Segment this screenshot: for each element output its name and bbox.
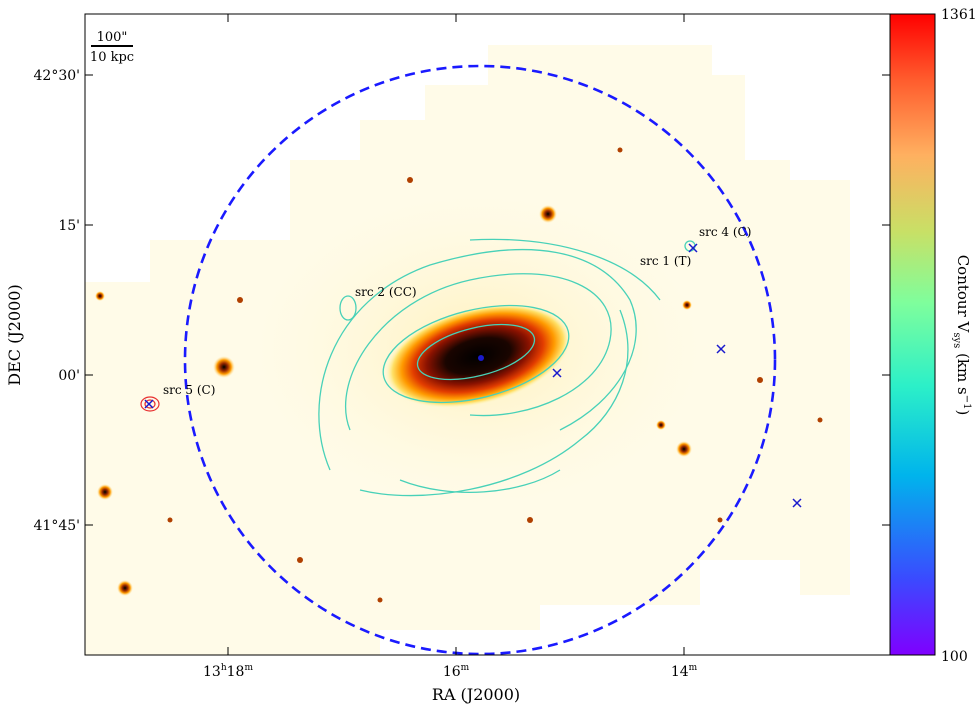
x-tick-label-2: 16m (443, 663, 470, 680)
y-ticks (85, 74, 890, 526)
x-tick-label-1: 13h18m (203, 663, 253, 680)
hi-contours (318, 238, 696, 497)
x-tick-label-3: 14m (671, 663, 698, 680)
source-markers (144, 243, 802, 508)
y-tick-label-1: 42°30' (34, 68, 80, 84)
src5-label: src 5 (C) (163, 383, 215, 397)
src2-label: src 2 (CC) (355, 285, 417, 299)
foreground-stars (95, 147, 823, 603)
y-axis-label: DEC (J2000) (5, 284, 24, 385)
src4-label: src 4 (C) (699, 225, 751, 239)
y-tick-label-2: 15' (58, 218, 80, 234)
y-tick-label-4: 41°45' (34, 518, 80, 534)
src1-label: src 1 (T) (640, 254, 691, 268)
image-panel: src 1 (T) src 2 (CC) src 4 (C) src 5 (C)… (85, 14, 890, 655)
x-ticks (227, 14, 685, 655)
y-tick-label-3: 00' (58, 368, 80, 384)
colorbar-min-label: 100 (941, 649, 968, 665)
colorbar-gradient (889, 13, 936, 656)
colorbar-max-label: 1361 (941, 7, 977, 23)
x-axis-label: RA (J2000) (432, 685, 520, 704)
virial-circle (183, 64, 777, 655)
colorbar: 1361 100 Contour Vsys (km s−1) (889, 7, 977, 665)
scale-bar-bottom-label: 10 kpc (90, 50, 134, 65)
colorbar-title: Contour Vsys (km s−1) (951, 255, 972, 416)
scale-bar-top-label: 100" (97, 30, 128, 45)
galaxy-disk (385, 304, 571, 408)
src5-contour (140, 396, 160, 412)
galaxy-center-marker (478, 355, 484, 361)
scale-bar: 100" 10 kpc (90, 30, 134, 65)
